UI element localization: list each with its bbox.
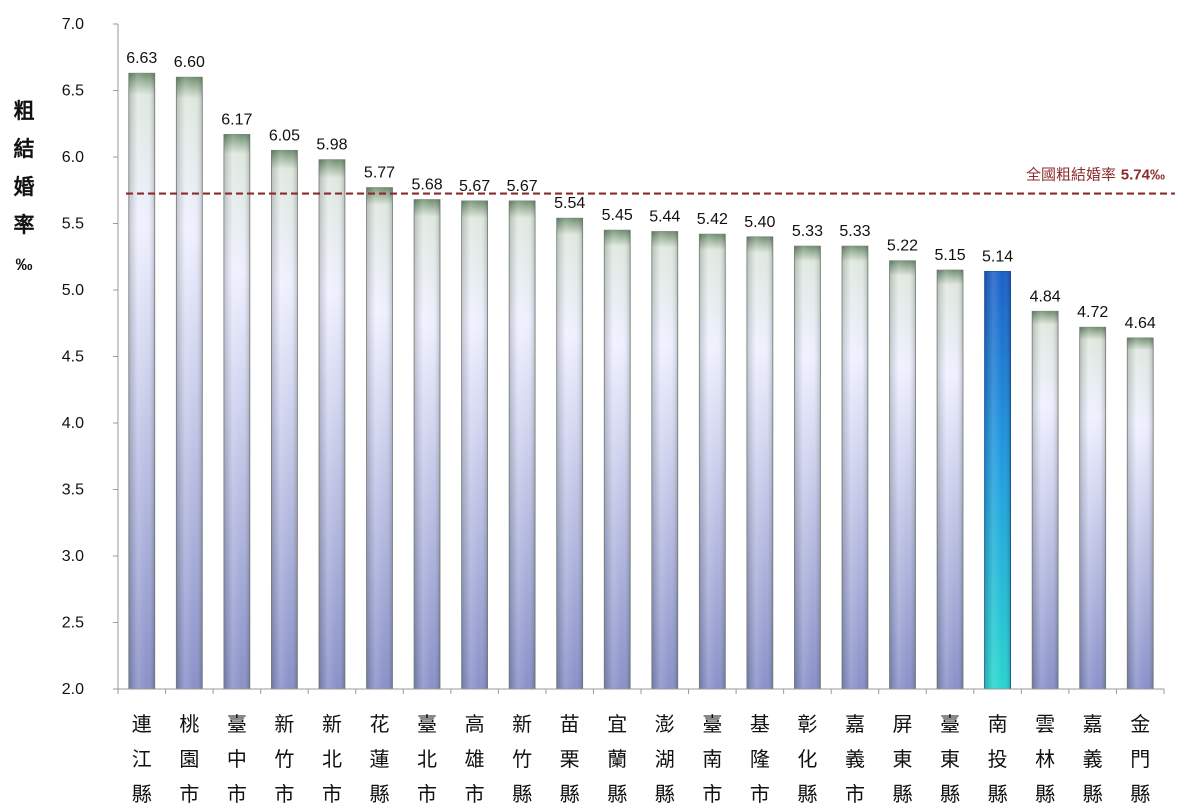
data-label: 5.15: [934, 247, 965, 264]
x-axis: 連江縣 桃園市 臺中市 新竹市 新北市 花蓮縣 臺北市 高雄市 新竹縣 苗栗縣 宜蘭縣 澎湖縣 臺南市 基…: [117, 688, 1165, 806]
data-label: 5.44: [649, 208, 680, 225]
x-tick-label: 連江縣: [132, 712, 152, 806]
x-tick-label: 花蓮縣: [370, 712, 390, 806]
x-tick-label: 屏東縣: [893, 712, 913, 806]
y-tick-label: 7.0: [62, 16, 84, 33]
x-tick-label: 嘉義市: [845, 712, 865, 806]
bar-shade: [366, 187, 393, 689]
data-label: 6.60: [174, 54, 205, 71]
x-tick-label: 嘉義縣: [1083, 712, 1103, 806]
data-label: 5.45: [602, 207, 633, 224]
x-tick-label: 新竹市: [274, 712, 294, 806]
x-tick-label: 彰化縣: [797, 712, 817, 806]
y-axis: 2.0 2.5 3.0 3.5 4.0 4.5 5.0 5.5 6.0 6.5 7.0: [62, 16, 119, 698]
y-tick-label: 5.0: [62, 282, 84, 299]
data-label: 5.40: [744, 214, 775, 231]
y-axis-title: 粗結婚率‰: [14, 99, 35, 274]
y-tick-label: 4.5: [62, 349, 84, 366]
x-tick-label: 澎湖縣: [655, 712, 675, 806]
bar-shade: [746, 236, 773, 690]
data-label: 5.22: [887, 238, 918, 255]
x-tick-label: 臺南市: [702, 712, 722, 806]
data-label: 6.63: [126, 50, 157, 67]
data-label: 5.67: [459, 178, 490, 195]
data-label: 5.77: [364, 165, 395, 182]
y-tick-label: 2.0: [62, 681, 84, 698]
data-label: 6.05: [269, 127, 300, 144]
data-label: 4.84: [1030, 288, 1061, 305]
data-label: 5.14: [982, 248, 1013, 265]
bar-shade: [271, 150, 298, 690]
bar-shade: [414, 199, 441, 689]
data-label: 5.98: [316, 137, 347, 154]
data-label: 4.72: [1077, 304, 1108, 321]
bar-shade: [794, 246, 821, 690]
data-label: 5.33: [839, 223, 870, 240]
bar-shade: [461, 200, 488, 689]
y-tick-label: 3.5: [62, 482, 84, 499]
reference-line-group: 全國粗結婚率 5.74‰: [126, 166, 1175, 195]
bars: 6.63 6.60 6.17 6.05 5.98 5.77 5.68 5.67 5.67 5.54…: [126, 50, 1156, 690]
bar-shade: [176, 77, 203, 689]
x-tick-label: 苗栗縣: [560, 712, 580, 806]
data-label: 5.54: [554, 195, 585, 212]
data-label: 5.68: [411, 177, 442, 194]
y-axis-label: 粗結婚率‰: [14, 99, 35, 274]
data-label: 5.33: [792, 223, 823, 240]
y-tick-label: 4.0: [62, 415, 84, 432]
bar-shade: [556, 218, 583, 689]
y-tick-label: 5.5: [62, 216, 84, 233]
x-tick-label: 高雄市: [465, 712, 485, 806]
x-tick-label: 臺北市: [417, 712, 437, 806]
x-tick-label: 雲林縣: [1035, 712, 1055, 806]
x-tick-label: 桃園市: [179, 712, 199, 806]
y-tick-label: 6.0: [62, 149, 84, 166]
y-tick-label: 3.0: [62, 548, 84, 565]
bar-shade: [1032, 311, 1059, 689]
bar-shade: [128, 73, 155, 689]
bar-shade: [604, 230, 631, 689]
x-tick-label: 新竹縣: [512, 712, 532, 806]
x-tick-label: 金門縣: [1130, 712, 1150, 806]
x-tick-label: 基隆市: [750, 712, 770, 806]
bar-shade: [1127, 337, 1154, 689]
data-label: 5.67: [507, 178, 538, 195]
bar-shade: [509, 200, 536, 689]
bar-shade: [699, 234, 726, 689]
bar-shade: [651, 231, 678, 690]
data-label: 6.17: [221, 111, 252, 128]
y-tick-label: 2.5: [62, 615, 84, 632]
bar-shade: [984, 271, 1011, 689]
x-tick-label: 宜蘭縣: [607, 712, 627, 806]
x-tick-label: 臺東縣: [940, 712, 960, 806]
bar-shade: [223, 134, 250, 689]
data-label: 4.64: [1125, 315, 1156, 332]
x-tick-label: 臺中市: [227, 712, 247, 806]
reference-line-label: 全國粗結婚率 5.74‰: [1026, 166, 1165, 184]
bar-shade: [889, 260, 916, 689]
x-tick-label: 南投縣: [988, 712, 1008, 806]
bar-shade: [1079, 327, 1106, 689]
x-tick-label: 新北市: [322, 712, 342, 806]
bar-shade: [841, 246, 868, 690]
bar-shade: [318, 159, 345, 689]
data-label: 5.42: [697, 211, 728, 228]
y-tick-label: 6.5: [62, 83, 84, 100]
bar-shade: [937, 270, 964, 689]
